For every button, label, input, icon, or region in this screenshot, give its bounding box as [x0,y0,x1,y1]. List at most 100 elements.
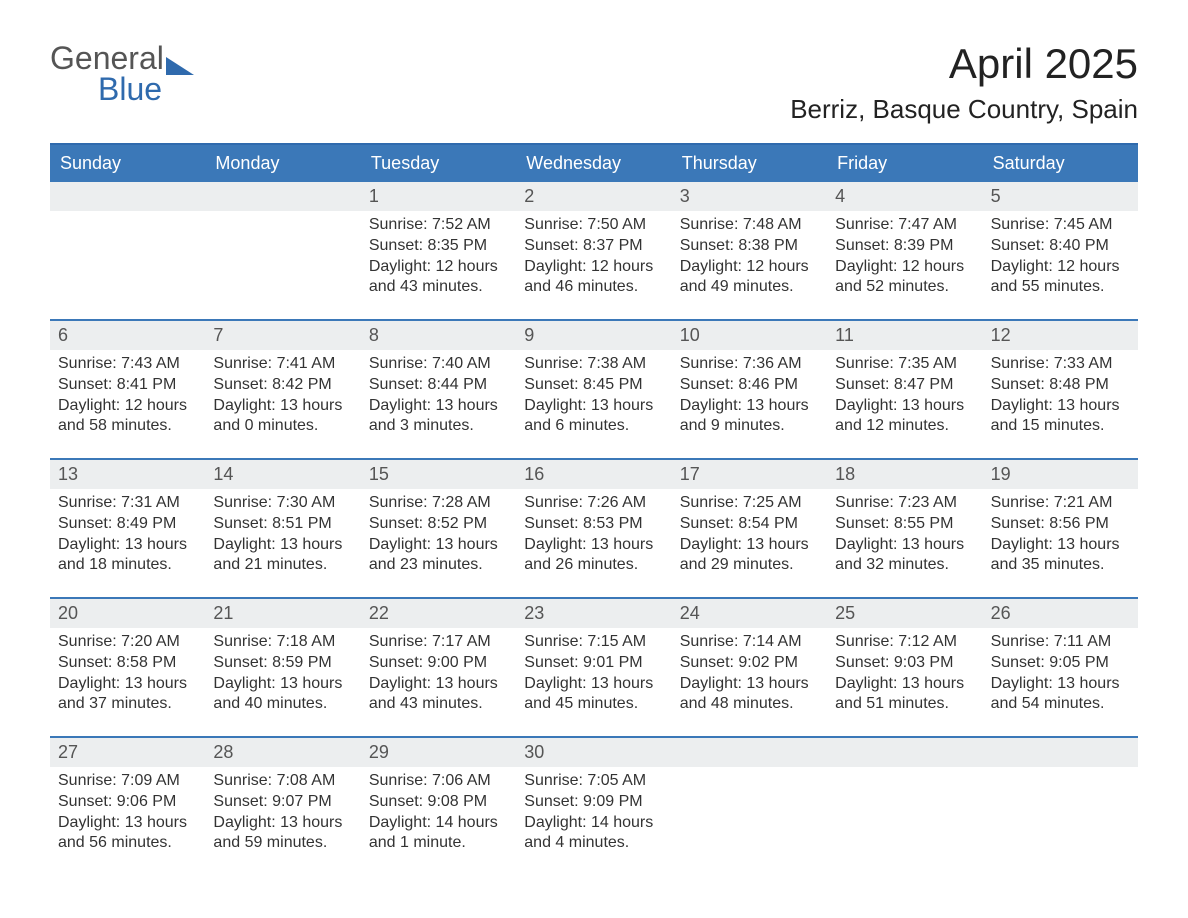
daylight-line: Daylight: 13 hours and 45 minutes. [524,674,663,716]
sunset-line: Sunset: 8:45 PM [524,375,663,396]
week-bodies: Sunrise: 7:09 AMSunset: 9:06 PMDaylight:… [50,767,1138,875]
sunrise-line: Sunrise: 7:17 AM [369,632,508,653]
day-number: 19 [983,460,1138,489]
daylight-line: Daylight: 13 hours and 32 minutes. [835,535,974,577]
dow-thursday: Thursday [672,145,827,182]
sunrise-line: Sunrise: 7:48 AM [680,215,819,236]
daylight-line: Daylight: 12 hours and 58 minutes. [58,396,197,438]
daylight-line: Daylight: 13 hours and 59 minutes. [213,813,352,855]
title-block: April 2025 Berriz, Basque Country, Spain [790,40,1138,125]
day-number: 17 [672,460,827,489]
sunset-line: Sunset: 9:03 PM [835,653,974,674]
sunset-line: Sunset: 8:52 PM [369,514,508,535]
day-cell: Sunrise: 7:31 AMSunset: 8:49 PMDaylight:… [50,489,205,597]
day-cell: Sunrise: 7:45 AMSunset: 8:40 PMDaylight:… [983,211,1138,319]
day-cell [983,767,1138,875]
daylight-line: Daylight: 13 hours and 12 minutes. [835,396,974,438]
sunset-line: Sunset: 8:53 PM [524,514,663,535]
day-cell: Sunrise: 7:33 AMSunset: 8:48 PMDaylight:… [983,350,1138,458]
sunset-line: Sunset: 9:00 PM [369,653,508,674]
day-cell: Sunrise: 7:25 AMSunset: 8:54 PMDaylight:… [672,489,827,597]
day-number: 7 [205,321,360,350]
daylight-line: Daylight: 13 hours and 26 minutes. [524,535,663,577]
day-number: 22 [361,599,516,628]
week-daynum-bar: 27282930 [50,738,1138,767]
daylight-line: Daylight: 13 hours and 56 minutes. [58,813,197,855]
day-cell: Sunrise: 7:18 AMSunset: 8:59 PMDaylight:… [205,628,360,736]
day-number: 25 [827,599,982,628]
day-cell [50,211,205,319]
day-cell: Sunrise: 7:09 AMSunset: 9:06 PMDaylight:… [50,767,205,875]
sunrise-line: Sunrise: 7:15 AM [524,632,663,653]
day-number: 9 [516,321,671,350]
week-bodies: Sunrise: 7:31 AMSunset: 8:49 PMDaylight:… [50,489,1138,597]
sunrise-line: Sunrise: 7:05 AM [524,771,663,792]
sunset-line: Sunset: 8:44 PM [369,375,508,396]
sunrise-line: Sunrise: 7:50 AM [524,215,663,236]
day-number [827,738,982,767]
daylight-line: Daylight: 12 hours and 52 minutes. [835,257,974,299]
day-number: 24 [672,599,827,628]
sunrise-line: Sunrise: 7:36 AM [680,354,819,375]
daylight-line: Daylight: 12 hours and 49 minutes. [680,257,819,299]
day-cell [827,767,982,875]
week-bodies: Sunrise: 7:43 AMSunset: 8:41 PMDaylight:… [50,350,1138,458]
day-number: 13 [50,460,205,489]
daylight-line: Daylight: 14 hours and 4 minutes. [524,813,663,855]
week-bodies: Sunrise: 7:52 AMSunset: 8:35 PMDaylight:… [50,211,1138,319]
month-title: April 2025 [790,40,1138,88]
week-daynum-bar: 6789101112 [50,321,1138,350]
day-number: 15 [361,460,516,489]
day-number: 20 [50,599,205,628]
sunrise-line: Sunrise: 7:21 AM [991,493,1130,514]
location-subtitle: Berriz, Basque Country, Spain [790,94,1138,125]
day-number: 14 [205,460,360,489]
sunset-line: Sunset: 9:08 PM [369,792,508,813]
day-number: 27 [50,738,205,767]
day-cell: Sunrise: 7:35 AMSunset: 8:47 PMDaylight:… [827,350,982,458]
calendar-week: 12345Sunrise: 7:52 AMSunset: 8:35 PMDayl… [50,182,1138,319]
week-daynum-bar: 20212223242526 [50,599,1138,628]
day-cell: Sunrise: 7:26 AMSunset: 8:53 PMDaylight:… [516,489,671,597]
day-cell [205,211,360,319]
day-cell [672,767,827,875]
day-number [983,738,1138,767]
sunrise-line: Sunrise: 7:40 AM [369,354,508,375]
daylight-line: Daylight: 13 hours and 18 minutes. [58,535,197,577]
sunset-line: Sunset: 8:58 PM [58,653,197,674]
daylight-line: Daylight: 12 hours and 55 minutes. [991,257,1130,299]
sunrise-line: Sunrise: 7:14 AM [680,632,819,653]
sunrise-line: Sunrise: 7:33 AM [991,354,1130,375]
sunset-line: Sunset: 8:47 PM [835,375,974,396]
day-cell: Sunrise: 7:14 AMSunset: 9:02 PMDaylight:… [672,628,827,736]
week-daynum-bar: 13141516171819 [50,460,1138,489]
daylight-line: Daylight: 13 hours and 51 minutes. [835,674,974,716]
sunrise-line: Sunrise: 7:45 AM [991,215,1130,236]
day-number: 28 [205,738,360,767]
daylight-line: Daylight: 12 hours and 46 minutes. [524,257,663,299]
sunset-line: Sunset: 8:48 PM [991,375,1130,396]
daylight-line: Daylight: 13 hours and 9 minutes. [680,396,819,438]
logo-triangle-icon [166,57,194,75]
sunrise-line: Sunrise: 7:35 AM [835,354,974,375]
day-number: 4 [827,182,982,211]
day-number: 5 [983,182,1138,211]
daylight-line: Daylight: 13 hours and 54 minutes. [991,674,1130,716]
sunset-line: Sunset: 8:35 PM [369,236,508,257]
day-cell: Sunrise: 7:40 AMSunset: 8:44 PMDaylight:… [361,350,516,458]
day-number: 23 [516,599,671,628]
day-cell: Sunrise: 7:48 AMSunset: 8:38 PMDaylight:… [672,211,827,319]
day-cell: Sunrise: 7:11 AMSunset: 9:05 PMDaylight:… [983,628,1138,736]
day-cell: Sunrise: 7:21 AMSunset: 8:56 PMDaylight:… [983,489,1138,597]
daylight-line: Daylight: 13 hours and 23 minutes. [369,535,508,577]
dow-friday: Friday [827,145,982,182]
sunset-line: Sunset: 9:09 PM [524,792,663,813]
daylight-line: Daylight: 13 hours and 48 minutes. [680,674,819,716]
calendar: Sunday Monday Tuesday Wednesday Thursday… [50,143,1138,875]
sunset-line: Sunset: 8:55 PM [835,514,974,535]
daylight-line: Daylight: 12 hours and 43 minutes. [369,257,508,299]
daylight-line: Daylight: 13 hours and 3 minutes. [369,396,508,438]
logo: General Blue [50,40,194,108]
sunrise-line: Sunrise: 7:11 AM [991,632,1130,653]
day-cell: Sunrise: 7:17 AMSunset: 9:00 PMDaylight:… [361,628,516,736]
